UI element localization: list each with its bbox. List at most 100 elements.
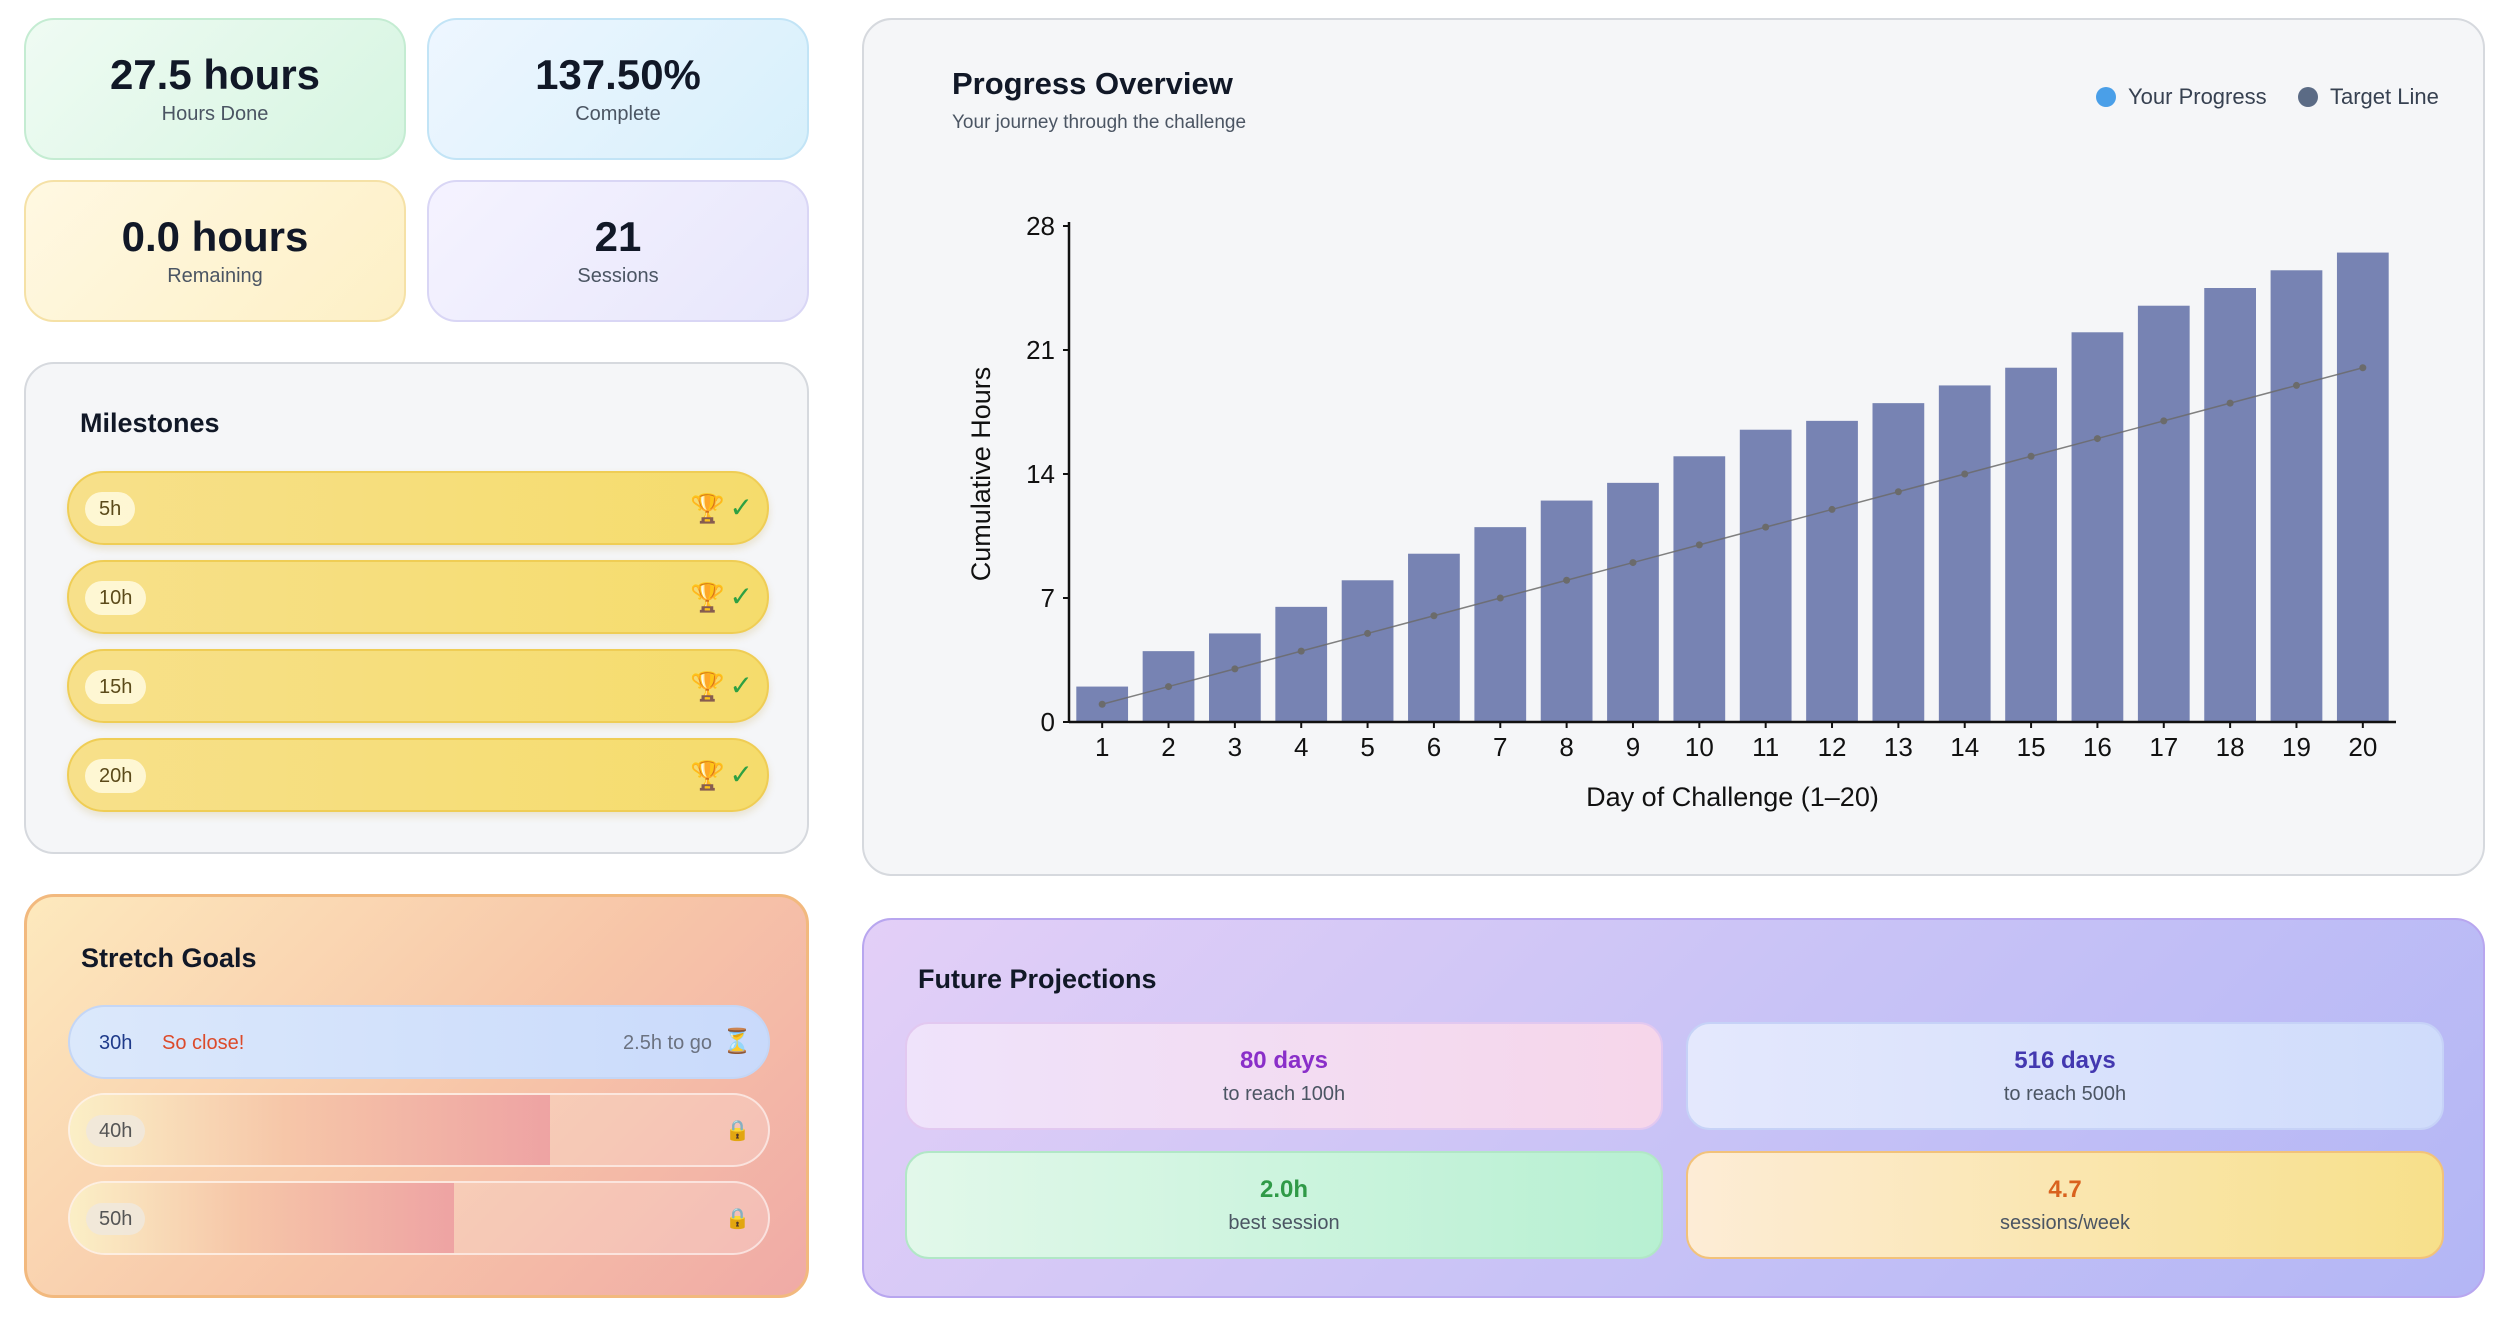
chart-bar	[1275, 606, 1328, 722]
target-point	[2027, 452, 2035, 460]
target-point	[1165, 683, 1173, 691]
complete-value: 137.50%	[535, 51, 701, 99]
sessions-label: Sessions	[577, 264, 659, 287]
projection-value: 2.0h	[1259, 1175, 1309, 1203]
y-tick-label: 28	[1026, 211, 1055, 241]
chart-bar	[1673, 456, 1726, 722]
target-point	[1762, 523, 1770, 531]
chart-bar	[1208, 633, 1261, 722]
target-point	[1231, 665, 1239, 673]
milestone-label: 10h	[85, 581, 147, 615]
chart-bar	[1938, 385, 1991, 722]
stretch-goal-label: 40h	[86, 1115, 146, 1147]
chart-bar	[1739, 429, 1792, 722]
target-point	[1894, 488, 1902, 496]
x-tick-label: 11	[1752, 732, 1779, 762]
check-icon: ✓	[729, 581, 753, 612]
target-point	[2226, 399, 2234, 407]
milestone-row: 20h 🏆 ✓	[67, 738, 769, 812]
x-tick-label: 5	[1360, 732, 1374, 762]
projection-value: 4.7	[2048, 1175, 2082, 1203]
chart-bar	[1540, 500, 1593, 722]
stretch-goal-progress-fill	[70, 1095, 550, 1165]
x-tick-label: 3	[1228, 732, 1242, 762]
y-tick-label: 0	[1041, 707, 1055, 737]
y-tick-label: 7	[1041, 583, 1055, 613]
x-tick-label: 12	[1818, 732, 1847, 762]
x-tick-label: 6	[1427, 732, 1441, 762]
complete-card: 137.50% Complete	[427, 18, 809, 160]
legend-your-progress: Your Progress	[2096, 84, 2267, 110]
milestones-title: Milestones	[80, 408, 220, 438]
milestones-panel: Milestones 5h 🏆 ✓ 10h 🏆 ✓ 15h 🏆 ✓ 20h 🏆 …	[24, 362, 809, 854]
legend-dot-progress	[2096, 87, 2116, 107]
best-session-card: 2.0h best session	[905, 1151, 1663, 1259]
sessions-card: 21 Sessions	[427, 180, 809, 322]
stretch-goal-label: 30h	[99, 1032, 133, 1054]
x-tick-label: 7	[1493, 732, 1507, 762]
projection-label: sessions/week	[1999, 1211, 2131, 1234]
x-tick-label: 17	[2149, 732, 2178, 762]
milestone-label: 5h	[85, 492, 136, 526]
projection-label: to reach 100h	[1222, 1082, 1346, 1105]
x-tick-label: 2	[1161, 732, 1175, 762]
y-axis-label: Cumulative Hours	[966, 367, 996, 582]
hourglass-icon: ⏳	[722, 1028, 752, 1055]
x-tick-label: 10	[1685, 732, 1714, 762]
target-point	[2292, 381, 2300, 389]
x-axis-label: Day of Challenge (1–20)	[1586, 782, 1879, 812]
so-close-note: So close!	[162, 1032, 245, 1054]
x-tick-label: 1	[1095, 732, 1109, 762]
stretch-goal-locked-row: 40h 🔒	[68, 1093, 770, 1167]
milestone-row: 10h 🏆 ✓	[67, 560, 769, 634]
complete-label: Complete	[575, 102, 661, 125]
stretch-goal-label: 50h	[86, 1203, 146, 1235]
sessions-value: 21	[594, 213, 642, 261]
y-tick-label: 14	[1026, 459, 1055, 489]
milestone-label: 15h	[85, 670, 147, 704]
chart-bar	[1872, 403, 1925, 722]
projection-100h-card: 80 days to reach 100h	[905, 1022, 1663, 1130]
target-point	[1695, 541, 1703, 549]
projection-value: 516 days	[2014, 1046, 2116, 1074]
target-point	[1828, 505, 1836, 513]
legend-dot-target	[2298, 87, 2318, 107]
projection-label: best session	[1228, 1211, 1340, 1234]
legend-target-line: Target Line	[2298, 84, 2439, 110]
target-point	[1098, 700, 1106, 708]
stretch-goals-panel: Stretch Goals 30h So close! 2.5h to go ⏳…	[24, 894, 809, 1298]
projection-500h-card: 516 days to reach 500h	[1686, 1022, 2444, 1130]
remaining-card: 0.0 hours Remaining	[24, 180, 406, 322]
x-tick-label: 13	[1884, 732, 1913, 762]
progress-overview-panel: Progress Overview Your journey through t…	[862, 18, 2485, 876]
projections-title: Future Projections	[918, 964, 1157, 994]
trophy-icon: 🏆	[690, 760, 725, 791]
legend-label: Target Line	[2330, 84, 2439, 109]
chart-bar	[2071, 332, 2124, 722]
lock-icon: 🔒	[725, 1120, 750, 1142]
chart-bar	[1806, 420, 1858, 722]
check-icon: ✓	[729, 759, 753, 790]
x-tick-label: 18	[2216, 732, 2245, 762]
stretch-goal-active-row: 30h So close! 2.5h to go ⏳	[68, 1005, 770, 1079]
future-projections-panel: Future Projections 80 days to reach 100h…	[862, 918, 2485, 1298]
chart-title: Progress Overview	[952, 66, 1233, 101]
chart-bar	[2270, 270, 2323, 722]
projection-label: to reach 500h	[2003, 1082, 2127, 1105]
sessions-per-week-card: 4.7 sessions/week	[1686, 1151, 2444, 1259]
remaining-value: 0.0 hours	[121, 213, 309, 261]
target-point	[1496, 594, 1504, 602]
milestone-row: 15h 🏆 ✓	[67, 649, 769, 723]
hours-done-value: 27.5 hours	[109, 51, 321, 99]
stretch-goal-locked-row: 50h 🔒	[68, 1181, 770, 1255]
check-icon: ✓	[729, 670, 753, 701]
x-tick-label: 14	[1950, 732, 1979, 762]
chart-bar	[1474, 527, 1527, 722]
target-point	[1563, 576, 1571, 584]
target-point	[2359, 364, 2367, 372]
chart-bar	[2137, 305, 2190, 722]
check-icon: ✓	[729, 492, 753, 523]
x-tick-label: 9	[1626, 732, 1640, 762]
projection-value: 80 days	[1239, 1046, 1329, 1074]
